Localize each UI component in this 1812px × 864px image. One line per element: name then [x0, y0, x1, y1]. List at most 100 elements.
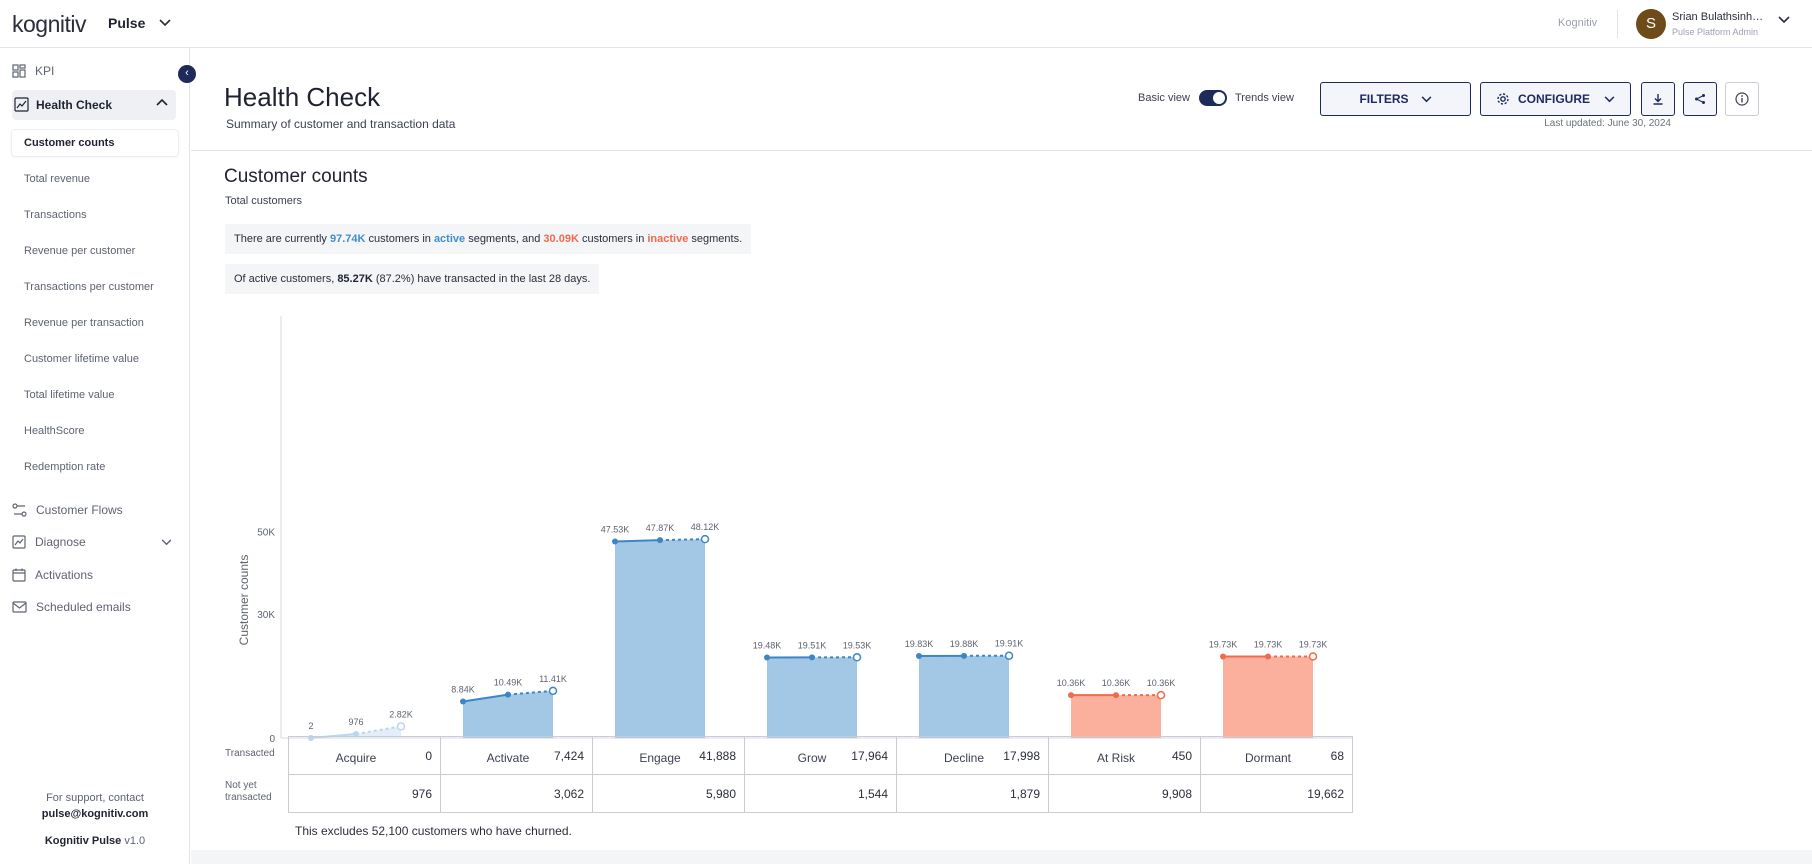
bar-dormant	[1223, 656, 1313, 738]
data-label: 19.73K	[1254, 639, 1283, 649]
data-point-projected	[1156, 690, 1166, 700]
share-button[interactable]	[1683, 82, 1717, 116]
sidebar: KPI Health Check Customer counts Total r…	[0, 48, 190, 864]
y-tick-label: 0	[269, 734, 275, 745]
sidebar-item-kpi[interactable]: KPI	[12, 58, 54, 84]
table-cell: 17,998	[896, 736, 1049, 775]
bar-at-risk	[1071, 695, 1161, 738]
sidebar-item-label: Diagnose	[35, 535, 86, 549]
data-point	[1220, 653, 1226, 660]
org-link[interactable]: Kognitiv	[1558, 17, 1598, 29]
trend-line-projection	[355, 725, 402, 735]
info-icon	[1735, 92, 1749, 106]
diagnose-icon	[12, 535, 26, 549]
table-cell: 976	[288, 774, 441, 813]
data-point	[1068, 692, 1074, 699]
data-label: 2	[308, 721, 313, 731]
user-name: Srian Bulathsinhala	[1672, 11, 1764, 23]
collapse-sidebar-button[interactable]: ‹	[178, 65, 196, 83]
subnav-item-redemption-rate[interactable]: Redemption rate	[24, 461, 106, 473]
trend-line-projection	[507, 689, 554, 696]
data-point	[460, 698, 466, 705]
sidebar-item-activations[interactable]: Activations	[12, 562, 93, 588]
user-menu[interactable]: S Srian Bulathsinhala Pulse Platform Adm…	[1636, 9, 1804, 41]
data-label: 11.41K	[539, 674, 567, 684]
sidebar-item-label: Scheduled emails	[36, 600, 131, 614]
info-button[interactable]	[1725, 82, 1759, 116]
y-tick-label: 30K	[257, 610, 275, 621]
chevron-up-icon	[156, 98, 168, 106]
version-number: v1.0	[124, 835, 146, 847]
summary-text: (87.2%) have transacted in the last 28 d…	[372, 273, 591, 285]
page-subtitle: Summary of customer and transaction data	[226, 117, 456, 131]
table-cell: 7,424	[440, 736, 593, 775]
section-title: Customer counts	[224, 166, 368, 187]
data-label: 19.51K	[798, 640, 827, 650]
product-switcher[interactable]: Pulse	[108, 15, 171, 31]
support-email[interactable]: pulse@kognitiv.com	[0, 808, 190, 820]
subnav-item-customer-counts[interactable]: Customer counts	[12, 130, 178, 156]
filters-button[interactable]: FILTERS	[1320, 82, 1471, 116]
data-label: 19.91K	[995, 639, 1024, 649]
table-cell: 17,964	[744, 736, 897, 775]
trend-line-projection	[659, 538, 706, 542]
y-tick-label: 50K	[257, 527, 275, 538]
summary-active-inactive: There are currently 97.74K customers in …	[225, 224, 752, 254]
data-label: 10.36K	[1102, 678, 1131, 688]
data-point	[1113, 692, 1119, 699]
configure-button[interactable]: CONFIGURE	[1480, 82, 1631, 116]
last-updated: Last updated: June 30, 2024	[1544, 118, 1671, 129]
bar-grow	[767, 657, 857, 738]
data-point	[505, 691, 511, 698]
product-name: Pulse	[108, 15, 146, 31]
basic-view-label: Basic view	[1138, 92, 1190, 104]
y-axis-label: Customer counts	[237, 555, 251, 646]
summary-text: segments, and	[465, 233, 544, 245]
page-title: Health Check	[224, 82, 381, 112]
data-label: 2.82K	[389, 709, 413, 719]
transaction-table: 0 7,424 41,888 17,964 17,998 450 68 976 …	[288, 736, 1353, 813]
sidebar-item-customer-flows[interactable]: Customer Flows	[12, 497, 123, 523]
health-check-subnav: Customer counts Total revenue Transactio…	[12, 130, 178, 490]
mail-icon	[12, 601, 27, 613]
subnav-item-total-lifetime-value[interactable]: Total lifetime value	[24, 389, 115, 401]
data-point-projected	[1004, 651, 1014, 660]
subnav-item-transactions[interactable]: Transactions	[24, 209, 87, 221]
data-point	[612, 538, 618, 545]
table-cell: 41,888	[592, 736, 745, 775]
row-label-transacted: Transacted	[225, 748, 275, 759]
version-info: Kognitiv Pulse v1.0	[0, 835, 190, 847]
data-label: 47.53K	[601, 525, 630, 535]
data-label: 48.12K	[691, 522, 720, 532]
inactive-count: 30.09K	[543, 233, 579, 245]
active-word: active	[433, 233, 466, 245]
subnav-item-revenue-per-customer[interactable]: Revenue per customer	[24, 245, 136, 257]
data-point-projected	[396, 722, 406, 731]
main-content: Health Check Summary of customer and tra…	[191, 48, 1812, 864]
sidebar-item-scheduled-emails[interactable]: Scheduled emails	[12, 594, 131, 620]
chevron-down-icon	[1604, 95, 1615, 102]
table-cell: 450	[1048, 736, 1201, 775]
chevron-down-icon	[159, 19, 171, 27]
bar-decline	[919, 655, 1009, 738]
view-toggle[interactable]	[1199, 90, 1227, 106]
data-point	[353, 730, 359, 737]
data-label: 19.53K	[843, 640, 872, 650]
kognitiv-logo[interactable]: kognitiv	[12, 11, 86, 38]
subnav-item-healthscore[interactable]: HealthScore	[24, 425, 85, 437]
subnav-item-total-revenue[interactable]: Total revenue	[24, 173, 91, 185]
data-label: 10.36K	[1057, 678, 1086, 688]
sidebar-item-health-check[interactable]: Health Check	[12, 90, 176, 120]
data-label: 8.84K	[451, 684, 475, 694]
subnav-item-transactions-per-customer[interactable]: Transactions per customer	[24, 281, 154, 293]
subnav-item-revenue-per-transaction[interactable]: Revenue per transaction	[24, 317, 144, 329]
table-cell: 5,980	[592, 774, 745, 813]
support-email-text: pulse@kognitiv.com	[41, 808, 149, 820]
data-label: 47.87K	[646, 523, 675, 533]
avatar: S	[1636, 9, 1666, 39]
download-button[interactable]	[1641, 82, 1675, 116]
sidebar-item-label: KPI	[35, 64, 55, 78]
table-row: 976 3,062 5,980 1,544 1,879 9,908 19,662	[288, 774, 1353, 813]
subnav-item-customer-lifetime-value[interactable]: Customer lifetime value	[24, 353, 139, 365]
sidebar-item-diagnose[interactable]: Diagnose	[12, 529, 172, 555]
